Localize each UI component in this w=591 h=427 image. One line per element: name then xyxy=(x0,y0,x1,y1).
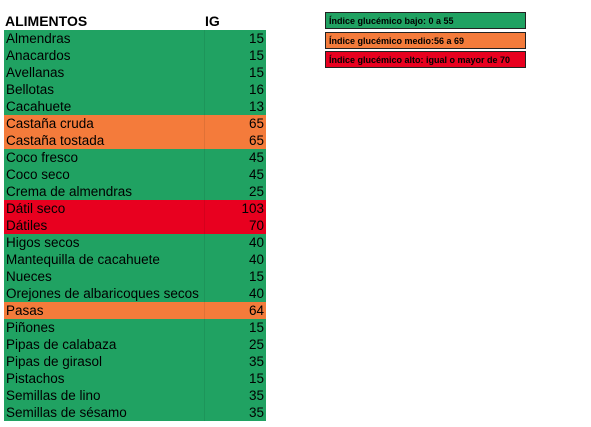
food-name-cell[interactable]: Castaña tostada xyxy=(4,132,205,149)
header-alimentos[interactable]: ALIMENTOS xyxy=(5,13,88,29)
food-name-cell[interactable]: Pasas xyxy=(4,302,205,319)
ig-value-cell[interactable]: 35 xyxy=(248,388,264,403)
ig-value-cell[interactable]: 15 xyxy=(248,31,264,46)
food-name-cell[interactable]: Cacahuete xyxy=(4,98,205,115)
table-row: Castaña tostada 65 xyxy=(4,132,266,149)
header-ig[interactable]: IG xyxy=(205,13,220,29)
food-name-cell[interactable]: Piñones xyxy=(4,319,205,336)
table-row: Coco fresco 45 xyxy=(4,149,266,166)
ig-value-cell[interactable]: 15 xyxy=(248,48,264,63)
table-row: Nueces 15 xyxy=(4,268,266,285)
food-name-cell[interactable]: Crema de almendras xyxy=(4,183,205,200)
table-row: Avellanas 15 xyxy=(4,64,266,81)
table-row: Bellotas 16 xyxy=(4,81,266,98)
ig-value-cell[interactable]: 25 xyxy=(248,184,264,199)
table-row: Mantequilla de cacahuete 40 xyxy=(4,251,266,268)
table-row: Cacahuete 13 xyxy=(4,98,266,115)
ig-value-cell[interactable]: 45 xyxy=(248,150,264,165)
legend-low-gi[interactable]: Índice glucémico bajo: 0 a 55 xyxy=(325,12,526,29)
food-name-cell[interactable]: Orejones de albaricoques secos xyxy=(4,285,205,302)
table-row: Almendras 15 xyxy=(4,30,266,47)
table-row: Dátiles 70 xyxy=(4,217,266,234)
food-name-cell[interactable]: Bellotas xyxy=(4,81,205,98)
food-name-cell[interactable]: Mantequilla de cacahuete xyxy=(4,251,205,268)
food-name-cell[interactable]: Higos secos xyxy=(4,234,205,251)
food-name-cell[interactable]: Pistachos xyxy=(4,370,205,387)
table-row: Pipas de girasol 35 xyxy=(4,353,266,370)
food-name-cell[interactable]: Dátil seco xyxy=(4,200,205,217)
food-name-cell[interactable]: Coco fresco xyxy=(4,149,205,166)
ig-value-cell[interactable]: 45 xyxy=(248,167,264,182)
food-name-cell[interactable]: Castaña cruda xyxy=(4,115,205,132)
ig-value-cell[interactable]: 15 xyxy=(248,269,264,284)
legend-medium-gi[interactable]: Índice glucémico medio:56 a 69 xyxy=(325,32,526,49)
ig-value-cell[interactable]: 25 xyxy=(248,337,264,352)
table-row: Semillas de lino 35 xyxy=(4,387,266,404)
foods-glycemic-table: ALIMENTOS IG Almendras 15 Anacardos 15 Avell… xyxy=(4,13,266,421)
food-name-cell[interactable]: Dátiles xyxy=(4,217,205,234)
table-row: Pasas 64 xyxy=(4,302,266,319)
legend-high-gi[interactable]: Índice glucémico alto: igual o mayor de … xyxy=(325,51,526,68)
table-row: Anacardos 15 xyxy=(4,47,266,64)
ig-value-cell[interactable]: 15 xyxy=(248,65,264,80)
food-name-cell[interactable]: Coco seco xyxy=(4,166,205,183)
table-header-row: ALIMENTOS IG xyxy=(4,13,266,30)
ig-value-cell[interactable]: 70 xyxy=(248,218,264,233)
ig-value-cell[interactable]: 15 xyxy=(248,371,264,386)
table-body: Almendras 15 Anacardos 15 Avellanas 15 Bellota… xyxy=(4,30,266,421)
ig-value-cell[interactable]: 16 xyxy=(248,82,264,97)
ig-value-cell[interactable]: 40 xyxy=(248,252,264,267)
table-row: Pistachos 15 xyxy=(4,370,266,387)
food-name-cell[interactable]: Almendras xyxy=(4,30,205,47)
food-name-cell[interactable]: Nueces xyxy=(4,268,205,285)
table-row: Pipas de calabaza 25 xyxy=(4,336,266,353)
food-name-cell[interactable]: Anacardos xyxy=(4,47,205,64)
ig-value-cell[interactable]: 65 xyxy=(248,116,264,131)
ig-value-cell[interactable]: 40 xyxy=(248,286,264,301)
food-name-cell[interactable]: Pipas de calabaza xyxy=(4,336,205,353)
ig-value-cell[interactable]: 64 xyxy=(248,303,264,318)
ig-value-cell[interactable]: 15 xyxy=(248,320,264,335)
ig-value-cell[interactable]: 35 xyxy=(248,405,264,420)
ig-value-cell[interactable]: 35 xyxy=(248,354,264,369)
ig-value-cell[interactable]: 65 xyxy=(248,133,264,148)
table-row: Coco seco 45 xyxy=(4,166,266,183)
table-row: Orejones de albaricoques secos 40 xyxy=(4,285,266,302)
food-name-cell[interactable]: Semillas de lino xyxy=(4,387,205,404)
table-row: Dátil seco 103 xyxy=(4,200,266,217)
ig-value-cell[interactable]: 103 xyxy=(241,201,264,216)
table-row: Higos secos 40 xyxy=(4,234,266,251)
food-name-cell[interactable]: Semillas de sésamo xyxy=(4,404,205,421)
table-row: Piñones 15 xyxy=(4,319,266,336)
ig-value-cell[interactable]: 40 xyxy=(248,235,264,250)
ig-value-cell[interactable]: 13 xyxy=(248,99,264,114)
table-row: Crema de almendras 25 xyxy=(4,183,266,200)
table-row: Castaña cruda 65 xyxy=(4,115,266,132)
table-row: Semillas de sésamo 35 xyxy=(4,404,266,421)
food-name-cell[interactable]: Avellanas xyxy=(4,64,205,81)
food-name-cell[interactable]: Pipas de girasol xyxy=(4,353,205,370)
